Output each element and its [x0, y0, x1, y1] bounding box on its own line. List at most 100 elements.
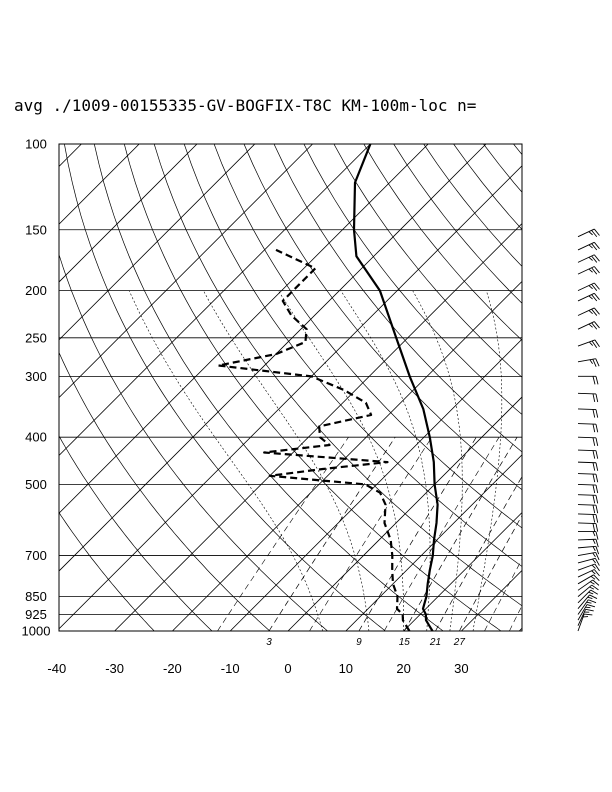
- barb-feather: [592, 358, 597, 367]
- isotherm: [59, 165, 522, 630]
- wind-barb: [577, 228, 600, 238]
- wind-barb: [577, 584, 599, 597]
- wind-barb: [577, 551, 600, 561]
- barb-feather: [592, 531, 596, 537]
- barb-feather: [589, 359, 593, 365]
- wind-barb: [577, 436, 599, 446]
- barb-feather: [592, 450, 596, 459]
- pressure-label: 925: [25, 607, 47, 622]
- isotherm: [287, 396, 522, 631]
- barb-feather: [592, 473, 596, 483]
- wind-barb: [577, 563, 600, 572]
- wind-barb: [577, 494, 599, 504]
- barb-feather: [588, 295, 593, 300]
- pressure-label: 300: [25, 369, 47, 384]
- barb-feather: [595, 505, 599, 514]
- barb-feather: [595, 437, 599, 446]
- dry-adiabat: [183, 144, 522, 567]
- dry-adiabat: [273, 144, 522, 453]
- barb-feather: [594, 563, 600, 572]
- wind-barb: [577, 522, 599, 532]
- barb-feather: [593, 569, 600, 577]
- isotherm: [59, 144, 371, 456]
- wind-barb: [577, 574, 600, 585]
- barb-feather: [588, 310, 593, 315]
- moist-adiabat: [278, 290, 405, 631]
- barb-feather: [588, 599, 597, 604]
- barb-feather: [592, 558, 596, 564]
- barb-feather: [595, 546, 600, 555]
- sounding-profiles: [217, 144, 439, 631]
- barb-feather: [595, 474, 599, 483]
- barb-feather: [591, 564, 596, 569]
- mixing-ratio-line: [309, 437, 433, 631]
- barb-feather: [588, 323, 593, 328]
- barb-feather: [591, 243, 598, 251]
- dry-adiabat: [59, 351, 271, 631]
- pressure-label: 100: [25, 137, 47, 152]
- dry-adiabat: [453, 144, 522, 230]
- dry-adiabat: [543, 144, 612, 631]
- dry-adiabat: [243, 144, 522, 491]
- barb-staff: [577, 569, 595, 578]
- temperature-axis: -40 -30 -20 -10 0 10 20 30: [47, 661, 468, 676]
- barb-feather: [592, 409, 596, 418]
- mixing-ratio-label: 9: [356, 637, 362, 648]
- barb-feather: [593, 254, 600, 262]
- mixing-ratio-line: [383, 437, 500, 631]
- temperature-label: -20: [163, 661, 182, 676]
- temperature-label: -30: [105, 661, 124, 676]
- barb-feather: [592, 514, 596, 523]
- mixing-ratio-label: 3: [266, 637, 272, 648]
- barb-feather: [593, 228, 600, 236]
- barb-feather: [591, 267, 598, 275]
- wind-barb: [578, 531, 599, 540]
- wind-barb: [577, 339, 600, 349]
- dry-adiabat: [333, 144, 522, 378]
- barb-feather: [588, 231, 593, 236]
- wind-barb: [577, 408, 599, 418]
- barb-feather: [595, 450, 599, 459]
- wind-barb: [577, 599, 597, 615]
- wind-barb: [577, 608, 594, 626]
- wind-barb: [577, 594, 598, 610]
- barb-feather: [591, 294, 598, 302]
- dry-adiabat: [123, 144, 502, 631]
- barb-feather: [590, 589, 599, 595]
- barb-feather: [593, 307, 600, 315]
- mixing-ratio-label: 15: [399, 637, 411, 648]
- barb-feather: [586, 604, 596, 608]
- dry-adiabat: [59, 435, 213, 631]
- mixing-ratio-line: [403, 437, 518, 631]
- dry-adiabat: [303, 144, 522, 415]
- barb-feather: [595, 393, 599, 403]
- barb-feather: [595, 539, 599, 548]
- pressure-label: 500: [25, 477, 47, 492]
- wind-barb: [577, 254, 600, 263]
- barb-feather: [595, 523, 599, 532]
- pressure-label: 850: [25, 589, 47, 604]
- pressure-label: 1000: [22, 624, 51, 639]
- barb-feather: [592, 495, 596, 504]
- wind-barb: [578, 375, 599, 385]
- barb-staff: [577, 392, 597, 395]
- diagram-grid: [59, 144, 612, 631]
- pressure-label: 250: [25, 330, 47, 345]
- barb-feather: [595, 484, 599, 494]
- barb-feather: [588, 341, 594, 346]
- wind-barb: [577, 282, 600, 292]
- isotherm: [229, 338, 522, 631]
- barb-feather: [592, 579, 600, 586]
- isotherm: [461, 569, 522, 631]
- mixing-ratio-line: [358, 437, 477, 631]
- barb-feather: [592, 484, 596, 494]
- isotherm: [59, 144, 313, 399]
- isotherm: [403, 512, 522, 631]
- wind-barb: [577, 538, 599, 548]
- barb-feather: [595, 514, 599, 523]
- wind-barb: [577, 604, 596, 621]
- temperature-label: 20: [396, 661, 410, 676]
- pressure-label: 400: [25, 430, 47, 445]
- wind-barb: [577, 545, 600, 555]
